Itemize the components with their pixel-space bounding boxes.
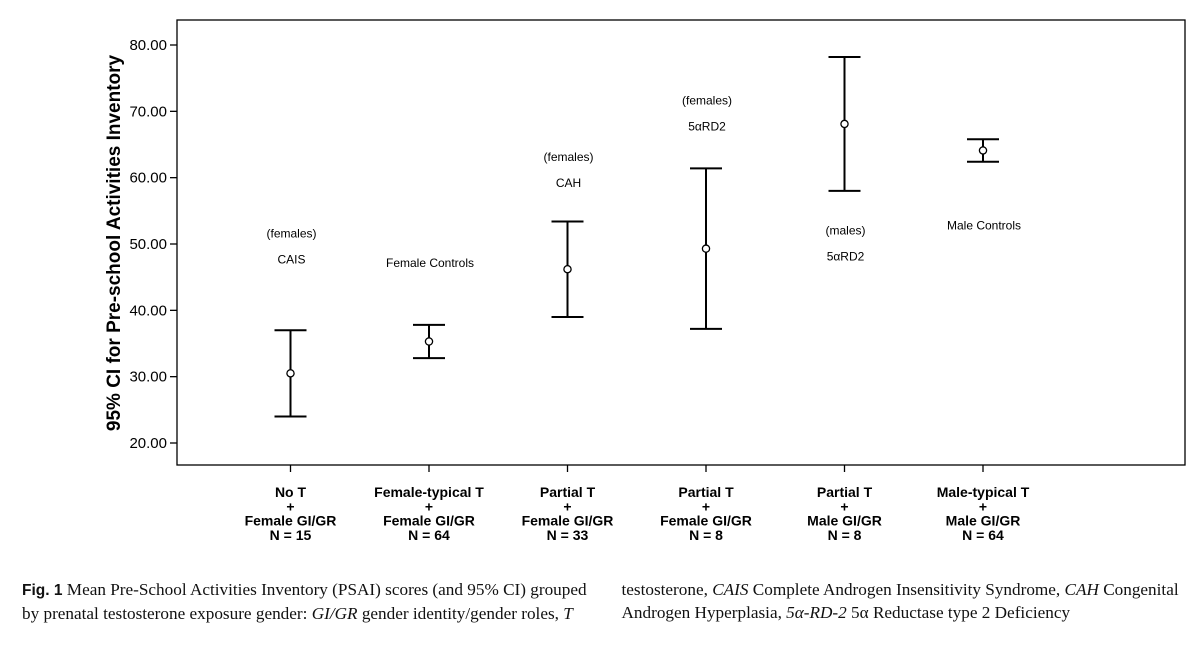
x-category-label: + <box>840 498 848 514</box>
caption-terms: GI/GR gender identity/gender roles, T te… <box>312 580 1179 623</box>
plot-frame <box>176 19 1186 466</box>
group-annotation: CAIS <box>277 252 305 266</box>
error-bar-group: 5αRD2 (males) <box>825 55 866 264</box>
x-category-label: + <box>563 498 571 514</box>
y-tick-label: 30.00 <box>129 369 167 386</box>
group-annotation: Male Controls <box>947 218 1021 232</box>
group-annotation: CAH <box>556 176 581 190</box>
x-category-label: Female GI/GR <box>383 513 475 529</box>
group-annotation: 5αRD2 <box>827 250 865 264</box>
error-bar-group: CAIS (females) <box>266 226 317 418</box>
error-bar-group: Female Controls <box>386 256 474 360</box>
y-axis-label: 95% CI for Pre-school Activities Invento… <box>104 54 125 431</box>
x-category-label: N = 64 <box>962 527 1004 543</box>
group-annotation: (females) <box>266 226 316 240</box>
y-tick-label: 40.00 <box>129 302 167 319</box>
x-category-label: + <box>702 498 710 514</box>
y-tick-label: 20.00 <box>129 435 167 452</box>
x-category-label: N = 8 <box>828 527 862 543</box>
caption-definition: testosterone, <box>621 580 713 599</box>
x-category-label: + <box>286 498 294 514</box>
y-tick-label: 60.00 <box>129 170 167 187</box>
y-axis: 20.00 30.00 40.00 50.00 60.00 70.00 80.00 <box>129 37 177 452</box>
x-category-label: Female GI/GR <box>522 513 614 529</box>
x-category-label: N = 8 <box>689 527 723 543</box>
mean-marker <box>840 119 849 129</box>
group-annotation: 5αRD2 <box>688 120 726 134</box>
caption-term: GI/GR <box>311 604 358 623</box>
mean-marker <box>563 264 572 274</box>
group-annotation: (males) <box>825 224 865 238</box>
x-category-label: Partial T <box>540 484 596 500</box>
caption-definition: Congenital Androgen Hyperplasia, <box>621 580 1179 622</box>
mean-marker <box>701 244 711 253</box>
y-tick-label: 70.00 <box>129 103 167 120</box>
error-bar-group: Male Controls <box>947 138 1021 232</box>
x-category-label: Male GI/GR <box>807 513 882 529</box>
x-category-label: Female GI/GR <box>245 513 337 529</box>
group-annotation: (females) <box>543 150 593 164</box>
group-annotation: (females) <box>682 94 732 108</box>
figure-caption: Fig. 1 Mean Pre-School Activities Invent… <box>22 578 1187 625</box>
caption-term: CAH <box>1064 580 1099 599</box>
x-category-label: Partial T <box>817 484 873 500</box>
x-category-label: + <box>979 498 987 514</box>
x-category-label: Male GI/GR <box>946 513 1021 529</box>
x-category-label: Partial T <box>678 484 734 500</box>
caption-definition: gender identity/gender roles, <box>357 604 564 623</box>
error-bars: CAIS (females) Female Controls CAH (females)… <box>266 55 1021 418</box>
error-bar-group: CAH (females) <box>543 150 594 318</box>
x-category-label: No T <box>275 484 307 500</box>
x-category-label: Female GI/GR <box>660 513 752 529</box>
x-category-label: N = 33 <box>547 527 589 543</box>
caption-term: CAIS <box>712 580 749 599</box>
x-category-label: N = 64 <box>408 527 450 543</box>
mean-marker <box>286 369 295 378</box>
mean-marker <box>978 146 988 155</box>
mean-marker <box>424 337 434 346</box>
error-bar-group: 5αRD2 (females) <box>682 94 732 330</box>
group-annotation: Female Controls <box>386 256 474 270</box>
caption-term: T <box>563 604 573 623</box>
x-category-label: + <box>425 498 433 514</box>
caption-term: 5α-RD-2 <box>786 603 847 622</box>
y-tick-label: 80.00 <box>129 37 167 54</box>
y-tick-label: 50.00 <box>129 236 167 253</box>
caption-definition: 5α Reductase type 2 Deficiency <box>846 603 1071 622</box>
caption-definition: Complete Androgen Insensitivity Syndrome… <box>748 580 1065 599</box>
x-category-label: Male-typical T <box>937 484 1030 500</box>
x-category-label: Female-typical T <box>374 484 484 500</box>
x-category-label: N = 15 <box>270 527 312 543</box>
caption-text: Mean Pre-School Activities Inventory (PS… <box>22 580 587 623</box>
caption-label: Fig. 1 <box>22 582 63 599</box>
